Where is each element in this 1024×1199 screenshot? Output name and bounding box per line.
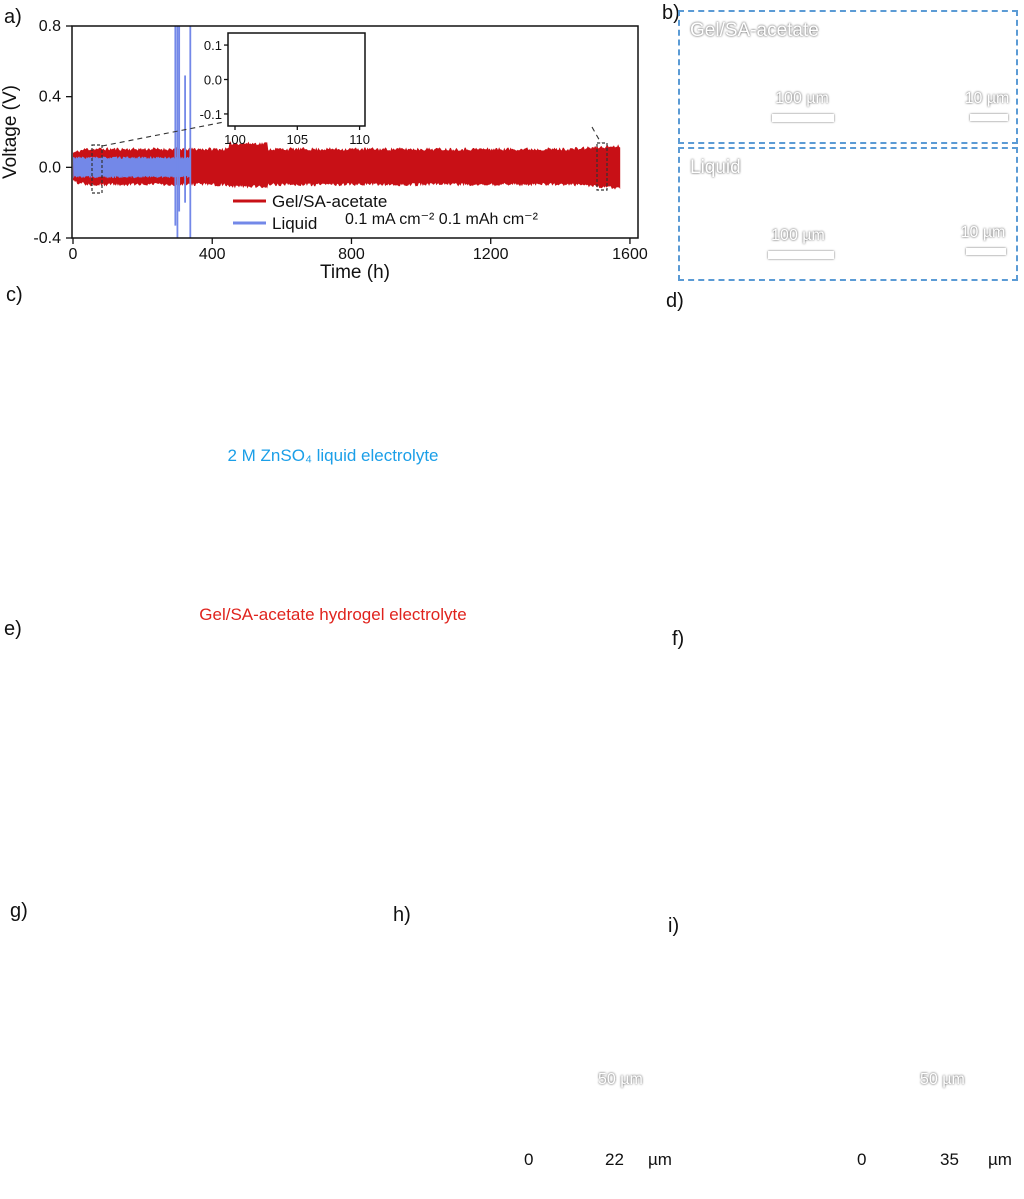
svg-text:0.0: 0.0 bbox=[39, 159, 61, 176]
panel-letter-d: d) bbox=[666, 290, 684, 312]
svg-text:-0.4: -0.4 bbox=[33, 230, 61, 247]
sem-scale-bar bbox=[772, 114, 834, 122]
sem-group-box-gel bbox=[678, 10, 1018, 144]
sem-label-gel: Gel/SA-acetate bbox=[690, 20, 819, 41]
svg-text:0.8: 0.8 bbox=[39, 18, 61, 35]
colorbar-max-h: 22 bbox=[605, 1150, 624, 1169]
colorbar-unit-i: µm bbox=[988, 1150, 1012, 1169]
a-annotation: 0.1 mA cm⁻² 0.1 mAh cm⁻² bbox=[345, 211, 539, 228]
panel-letter-g: g) bbox=[10, 900, 28, 922]
panel-letter-a: a) bbox=[4, 6, 22, 28]
svg-text:100: 100 bbox=[224, 132, 246, 147]
panel-letter-i: i) bbox=[668, 915, 680, 937]
caption-gel-electrolyte: Gel/SA-acetate hydrogel electrolyte bbox=[199, 605, 467, 624]
a-xlabel: Time (h) bbox=[320, 262, 390, 283]
a-legend-liquid: Liquid bbox=[272, 214, 317, 233]
sem-group-box-liquid bbox=[678, 147, 1018, 281]
caption-liquid-electrolyte: 2 M ZnSO₄ liquid electrolyte bbox=[227, 446, 439, 465]
panel-g-coulombic-efficiency-chart bbox=[0, 899, 400, 1199]
sem-label-liquid: Liquid bbox=[690, 157, 741, 178]
colorbar-min-h: 0 bbox=[524, 1150, 534, 1169]
sem-scale-bar bbox=[966, 248, 1006, 255]
svg-text:0.4: 0.4 bbox=[39, 89, 61, 106]
a-series-gel-band bbox=[73, 141, 621, 190]
sem-scale-text: 10 µm bbox=[960, 224, 1006, 241]
sem-scale-bar bbox=[768, 251, 834, 259]
map-scale-text-i: 50 µm bbox=[920, 1071, 965, 1088]
a-zoom-box-right bbox=[596, 142, 608, 191]
sem-scale-bar bbox=[970, 114, 1008, 121]
sem-scale-text: 10 µm bbox=[964, 90, 1010, 107]
svg-text:0.0: 0.0 bbox=[204, 73, 222, 88]
panel-letter-h: h) bbox=[393, 904, 411, 926]
colorbar-max-i: 35 bbox=[940, 1150, 959, 1169]
a-series-liquid-band bbox=[73, 156, 191, 179]
svg-text:1200: 1200 bbox=[473, 246, 509, 263]
svg-text:400: 400 bbox=[199, 246, 226, 263]
svg-text:110: 110 bbox=[349, 132, 370, 147]
a-legend-gel: Gel/SA-acetate bbox=[272, 192, 387, 211]
panel-d-xrd-chart bbox=[660, 285, 1024, 600]
svg-text:800: 800 bbox=[338, 246, 365, 263]
svg-text:0: 0 bbox=[69, 246, 78, 263]
svg-text:0.1: 0.1 bbox=[204, 38, 222, 53]
svg-text:1600: 1600 bbox=[612, 246, 648, 263]
panel-letter-c: c) bbox=[6, 284, 23, 306]
panel-letter-f: f) bbox=[672, 628, 685, 650]
sem-scale-text: 100 µm bbox=[771, 227, 825, 244]
panel-e-rate-test-chart bbox=[0, 600, 660, 899]
sem-scale-text: 100 µm bbox=[775, 90, 829, 107]
colorbar-min-i: 0 bbox=[857, 1150, 867, 1169]
svg-text:-0.1: -0.1 bbox=[200, 107, 222, 122]
panel-letter-e: e) bbox=[4, 618, 22, 640]
map-scale-text-h: 50 µm bbox=[598, 1071, 643, 1088]
panel-a-voltage-time-chart: 0 400 800 1200 1600 0.8 0.4 0.0 -0.4 Time (h) Volt… bbox=[0, 18, 648, 283]
a-plot: 0 400 800 1200 1600 0.8 0.4 0.0 -0.4 Time (h) Volt… bbox=[0, 18, 648, 283]
svg-text:105: 105 bbox=[286, 132, 308, 147]
a-ylabel: Voltage (V) bbox=[0, 85, 21, 179]
panel-letter-b: b) bbox=[662, 2, 680, 24]
panel-f-exchange-current-chart bbox=[660, 600, 1024, 900]
a-zoom-box-left bbox=[91, 144, 103, 194]
colorbar-unit-h: µm bbox=[648, 1150, 672, 1169]
a-inset-axes: 100 105 110 0.1 0.0 -0.1 bbox=[200, 32, 370, 147]
